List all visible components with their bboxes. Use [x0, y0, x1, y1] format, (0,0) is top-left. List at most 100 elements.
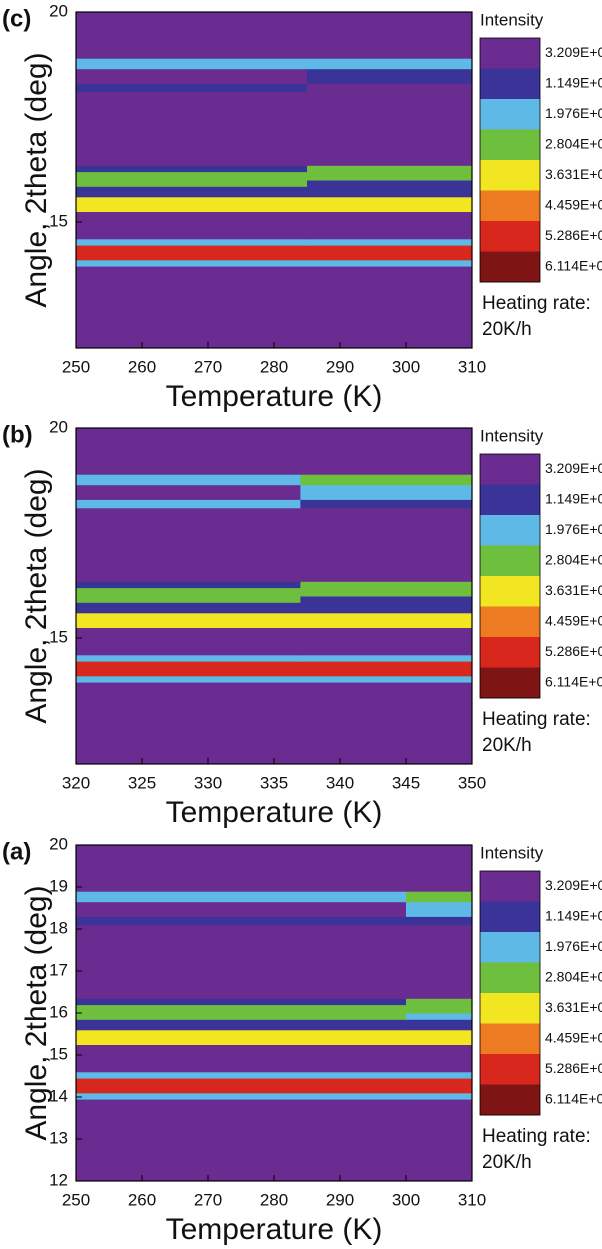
heatmap-cell — [406, 1019, 473, 1031]
heatmap-cell — [307, 58, 473, 70]
colorbar-label: 3.209E+04 — [545, 877, 602, 893]
heatmap-cell — [76, 924, 407, 999]
heatmap-cell — [300, 675, 473, 683]
colorbar-label: 5.286E+05 — [545, 643, 602, 659]
x-tick-label: 280 — [260, 357, 288, 376]
heatmap-cell — [300, 499, 473, 509]
annotation: 20K/h — [482, 735, 532, 756]
heatmap-cell — [76, 1078, 407, 1094]
heatmap-cell — [76, 891, 407, 903]
colorbar-segment — [480, 962, 540, 994]
heatmap-cell — [76, 428, 301, 475]
heatmap-cell — [76, 180, 308, 187]
heatmap-cell — [307, 165, 473, 173]
colorbar-segment — [480, 190, 540, 222]
colorbar-segment — [480, 901, 540, 933]
y-tick-label: 16 — [49, 1002, 68, 1021]
heatmap-cell — [300, 654, 473, 662]
colorbar-segment — [480, 545, 540, 577]
colorbar-segment — [480, 576, 540, 607]
x-tick-label: 290 — [326, 1190, 354, 1209]
heatmap-cell — [76, 661, 301, 677]
colorbar-segment — [480, 251, 540, 283]
heatmap-cell — [76, 68, 308, 84]
colorbar-segment — [480, 932, 540, 963]
y-tick-label: 18 — [49, 918, 68, 937]
heatmap-cell — [300, 474, 473, 486]
colorbar-label: 6.114E+05 — [545, 257, 602, 273]
colorbar-label: 6.114E+05 — [545, 1090, 602, 1106]
x-tick-label: 325 — [128, 773, 156, 792]
x-axis-label: Temperature (K) — [166, 1213, 383, 1246]
colorbar-label: 3.631E+05 — [545, 999, 602, 1015]
annotation: 20K/h — [482, 319, 532, 340]
heatmap-cell — [76, 245, 308, 261]
heatmap-cell — [406, 1013, 473, 1020]
y-axis-label: Angle, 2theta (deg) — [20, 468, 53, 723]
colorbar-segment — [480, 99, 540, 130]
colorbar-label: 4.459E+05 — [545, 1029, 602, 1045]
heatmap-cell — [76, 259, 308, 267]
colorbar-label: 4.459E+05 — [545, 612, 602, 628]
heatmap-cell — [76, 602, 301, 614]
heatmap-cell — [76, 1019, 407, 1031]
colorbar-label: 1.976E+05 — [545, 938, 602, 954]
y-tick-label: 19 — [49, 876, 68, 895]
heatmap-cell — [76, 1029, 407, 1045]
heatmap-cell — [406, 1071, 473, 1079]
heatmap-cell — [406, 916, 473, 926]
y-tick-label: 17 — [49, 960, 68, 979]
colorbar-label: 3.209E+04 — [545, 44, 602, 60]
heatmap-cell — [76, 654, 301, 662]
colorbar-label: 3.631E+05 — [545, 166, 602, 182]
colorbar-label: 4.459E+05 — [545, 196, 602, 212]
x-tick-label: 300 — [392, 357, 420, 376]
x-tick-label: 260 — [128, 1190, 156, 1209]
heatmap-cell — [76, 484, 301, 500]
x-tick-label: 270 — [194, 357, 222, 376]
colorbar-label: 5.286E+05 — [545, 227, 602, 243]
heatmap-cell — [300, 596, 473, 603]
heatmap-cell — [76, 165, 308, 173]
x-tick-label: 310 — [458, 357, 486, 376]
y-tick-label: 13 — [49, 1128, 68, 1147]
heatmap-cell — [76, 682, 301, 765]
heatmap-cell — [76, 499, 301, 509]
heatmap-cell — [300, 612, 473, 628]
heatmap-cell — [406, 924, 473, 999]
colorbar-title: Intensity — [480, 426, 544, 445]
y-tick-label: 15 — [49, 627, 68, 646]
colorbar-segment — [480, 1023, 540, 1055]
heatmap-cell — [76, 58, 308, 70]
panel-label: (a) — [2, 838, 31, 865]
y-tick-label: 12 — [49, 1170, 68, 1189]
heatmap-cell — [76, 845, 407, 892]
heatmap-cell — [300, 682, 473, 765]
colorbar-segment — [480, 606, 540, 638]
x-tick-label: 290 — [326, 357, 354, 376]
heatmap-cell — [76, 196, 308, 212]
heatmap-cell — [307, 259, 473, 267]
heatmap-cell — [406, 1044, 473, 1073]
colorbar-label: 1.149E+05 — [545, 907, 602, 923]
heatmap-cell — [307, 186, 473, 198]
heatmap-cell — [76, 627, 301, 656]
annotation: 20K/h — [482, 1152, 532, 1173]
colorbar-segment — [480, 515, 540, 546]
heatmap-cell — [76, 91, 308, 166]
heatmap-cell — [300, 484, 473, 500]
heatmap-cell — [76, 675, 301, 683]
colorbar-label: 6.114E+05 — [545, 673, 602, 689]
colorbar-segment — [480, 637, 540, 668]
heatmap-cell — [76, 83, 308, 93]
colorbar-segment — [480, 68, 540, 100]
heatmap-cell — [76, 1044, 407, 1073]
colorbar-label: 1.149E+05 — [545, 490, 602, 506]
x-tick-label: 250 — [62, 1190, 90, 1209]
colorbar-segment — [480, 1084, 540, 1116]
heatmap-cell — [76, 171, 308, 181]
heatmap-cell — [300, 581, 473, 589]
colorbar-label: 1.976E+05 — [545, 105, 602, 121]
colorbar-segment — [480, 1054, 540, 1085]
